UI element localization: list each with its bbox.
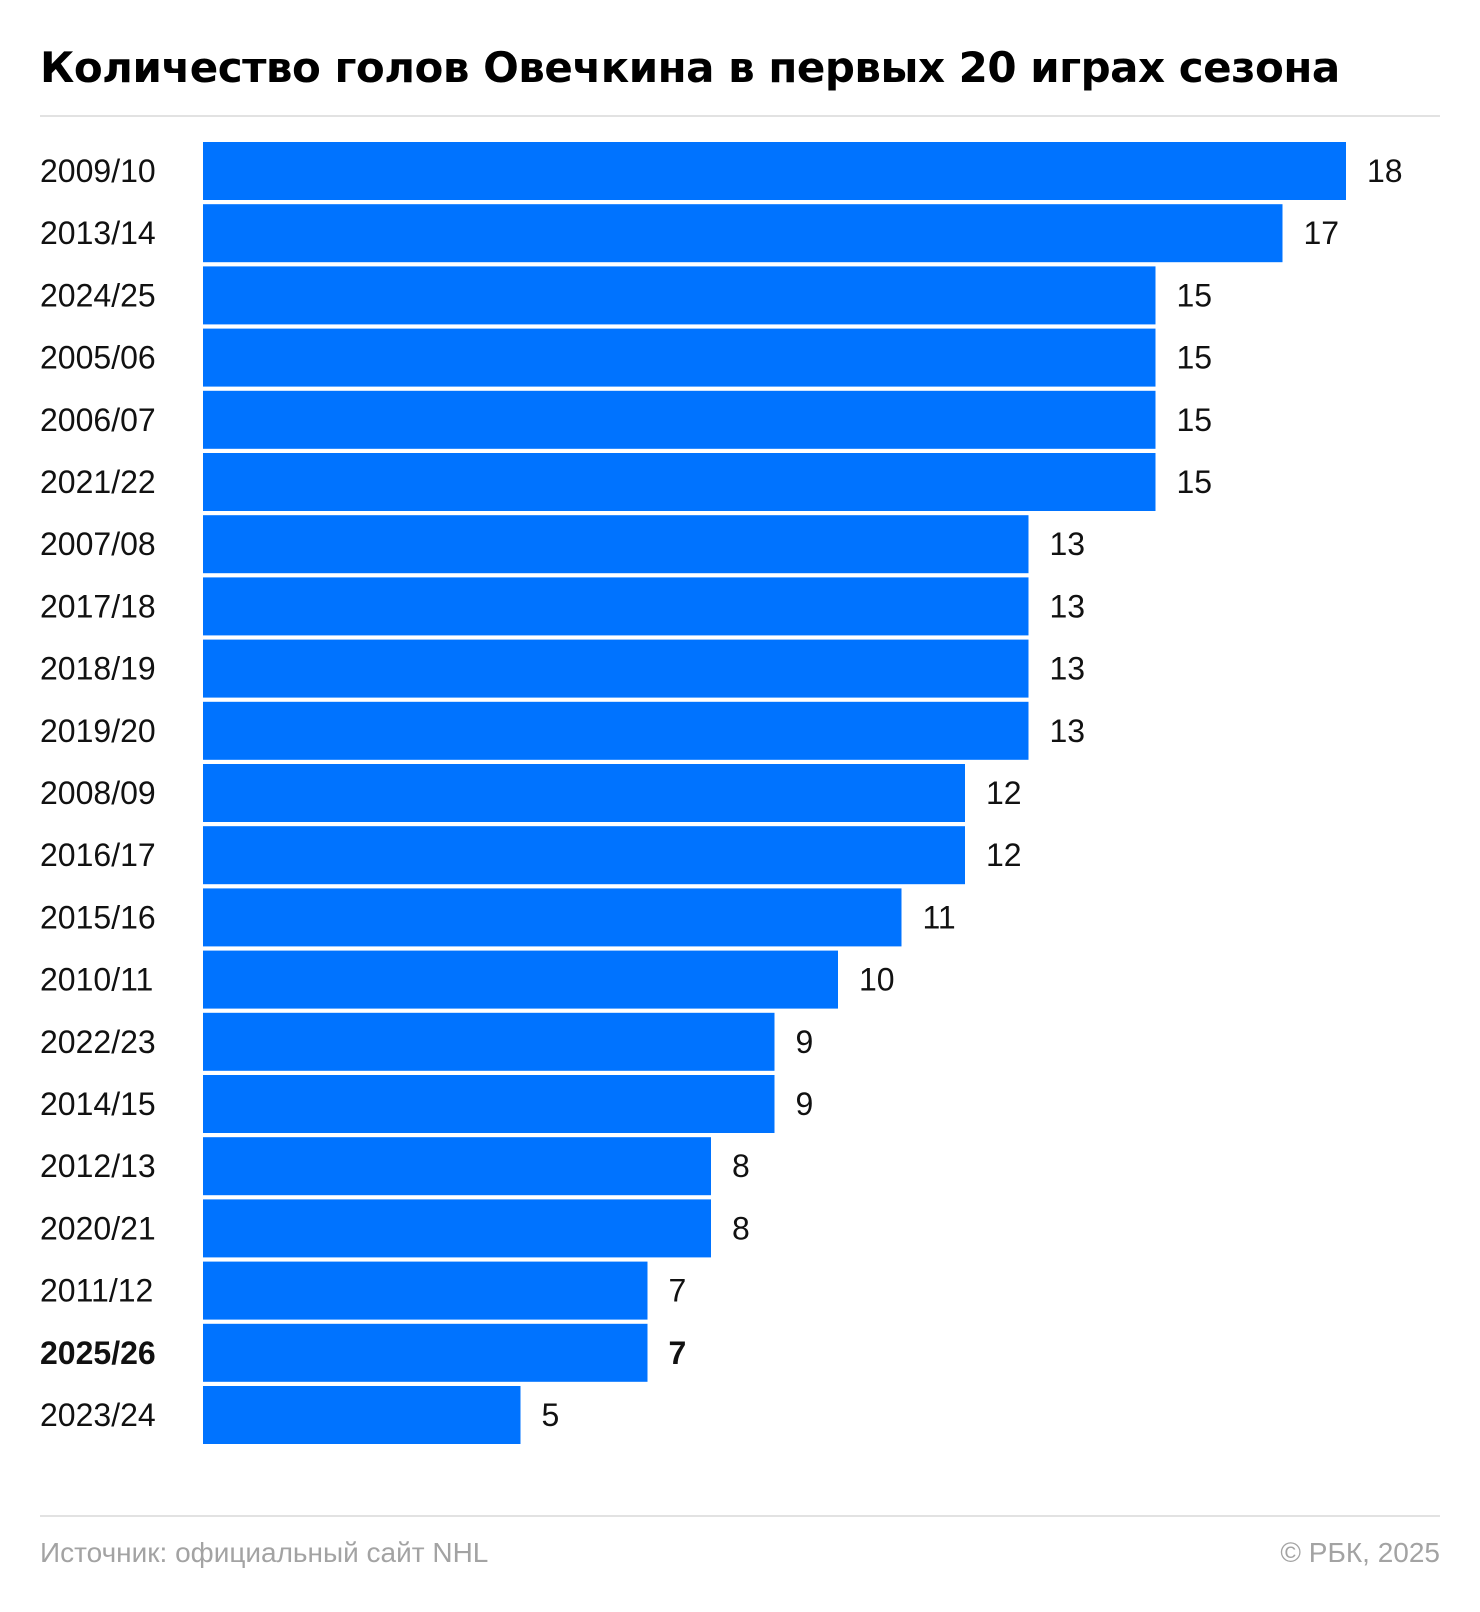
bar bbox=[203, 390, 1156, 449]
category-label: 2010/11 bbox=[40, 962, 153, 998]
bar bbox=[203, 1386, 521, 1444]
category-label: 2019/20 bbox=[40, 713, 156, 749]
category-label: 2013/14 bbox=[40, 215, 156, 251]
value-label: 15 bbox=[1177, 464, 1213, 500]
value-label: 17 bbox=[1304, 215, 1340, 251]
bar bbox=[203, 204, 1283, 263]
copyright-credit: © РБК, 2025 bbox=[1280, 1537, 1440, 1568]
value-label: 12 bbox=[986, 837, 1022, 873]
category-label: 2006/07 bbox=[40, 402, 156, 438]
value-label: 9 bbox=[796, 1024, 814, 1060]
value-label: 11 bbox=[923, 899, 956, 935]
value-label: 15 bbox=[1177, 340, 1213, 376]
bar bbox=[203, 950, 838, 1009]
bar bbox=[203, 1323, 648, 1382]
value-label: 18 bbox=[1367, 153, 1403, 189]
bar bbox=[203, 1012, 775, 1071]
category-label: 2025/26 bbox=[40, 1335, 156, 1371]
value-label: 13 bbox=[1050, 526, 1086, 562]
bar bbox=[203, 826, 965, 885]
bar bbox=[203, 1137, 711, 1196]
bar bbox=[203, 577, 1029, 636]
value-label: 13 bbox=[1050, 651, 1086, 687]
bar bbox=[203, 266, 1156, 325]
footer-divider bbox=[40, 1515, 1440, 1517]
category-label: 2020/21 bbox=[40, 1210, 156, 1246]
category-label: 2017/18 bbox=[40, 588, 156, 624]
category-label: 2005/06 bbox=[40, 340, 156, 376]
category-label: 2008/09 bbox=[40, 775, 156, 811]
value-label: 15 bbox=[1177, 277, 1213, 313]
value-label: 10 bbox=[859, 962, 895, 998]
bar bbox=[203, 1261, 648, 1320]
category-label: 2012/13 bbox=[40, 1148, 156, 1184]
category-label: 2022/23 bbox=[40, 1024, 156, 1060]
bar bbox=[203, 453, 1156, 511]
bar bbox=[203, 888, 902, 947]
category-label: 2011/12 bbox=[40, 1273, 153, 1309]
category-label: 2018/19 bbox=[40, 651, 156, 687]
category-label: 2014/15 bbox=[40, 1086, 156, 1122]
bar bbox=[203, 515, 1029, 574]
category-label: 2021/22 bbox=[40, 464, 156, 500]
chart-title: Количество голов Овечкина в первых 20 иг… bbox=[40, 43, 1340, 92]
value-label: 9 bbox=[796, 1086, 814, 1122]
title-divider bbox=[40, 115, 1440, 117]
category-label: 2023/24 bbox=[40, 1397, 156, 1433]
value-label: 15 bbox=[1177, 402, 1213, 438]
category-label: 2024/25 bbox=[40, 277, 156, 313]
value-label: 12 bbox=[986, 775, 1022, 811]
bar bbox=[203, 701, 1029, 760]
category-label: 2016/17 bbox=[40, 837, 156, 873]
value-label: 5 bbox=[542, 1397, 560, 1433]
category-label: 2015/16 bbox=[40, 899, 156, 935]
category-label: 2009/10 bbox=[40, 153, 156, 189]
value-label: 13 bbox=[1050, 713, 1086, 749]
source-note: Источник: официальный сайт NHL bbox=[40, 1537, 489, 1568]
value-label: 8 bbox=[732, 1210, 750, 1246]
value-label: 13 bbox=[1050, 588, 1086, 624]
bar bbox=[203, 1199, 711, 1258]
category-label: 2007/08 bbox=[40, 526, 156, 562]
bar bbox=[203, 639, 1029, 698]
value-label: 7 bbox=[669, 1273, 687, 1309]
bar bbox=[203, 142, 1346, 200]
bar bbox=[203, 1075, 775, 1133]
value-label: 7 bbox=[669, 1335, 687, 1371]
bar bbox=[203, 328, 1156, 387]
bar bbox=[203, 764, 965, 822]
value-label: 8 bbox=[732, 1148, 750, 1184]
